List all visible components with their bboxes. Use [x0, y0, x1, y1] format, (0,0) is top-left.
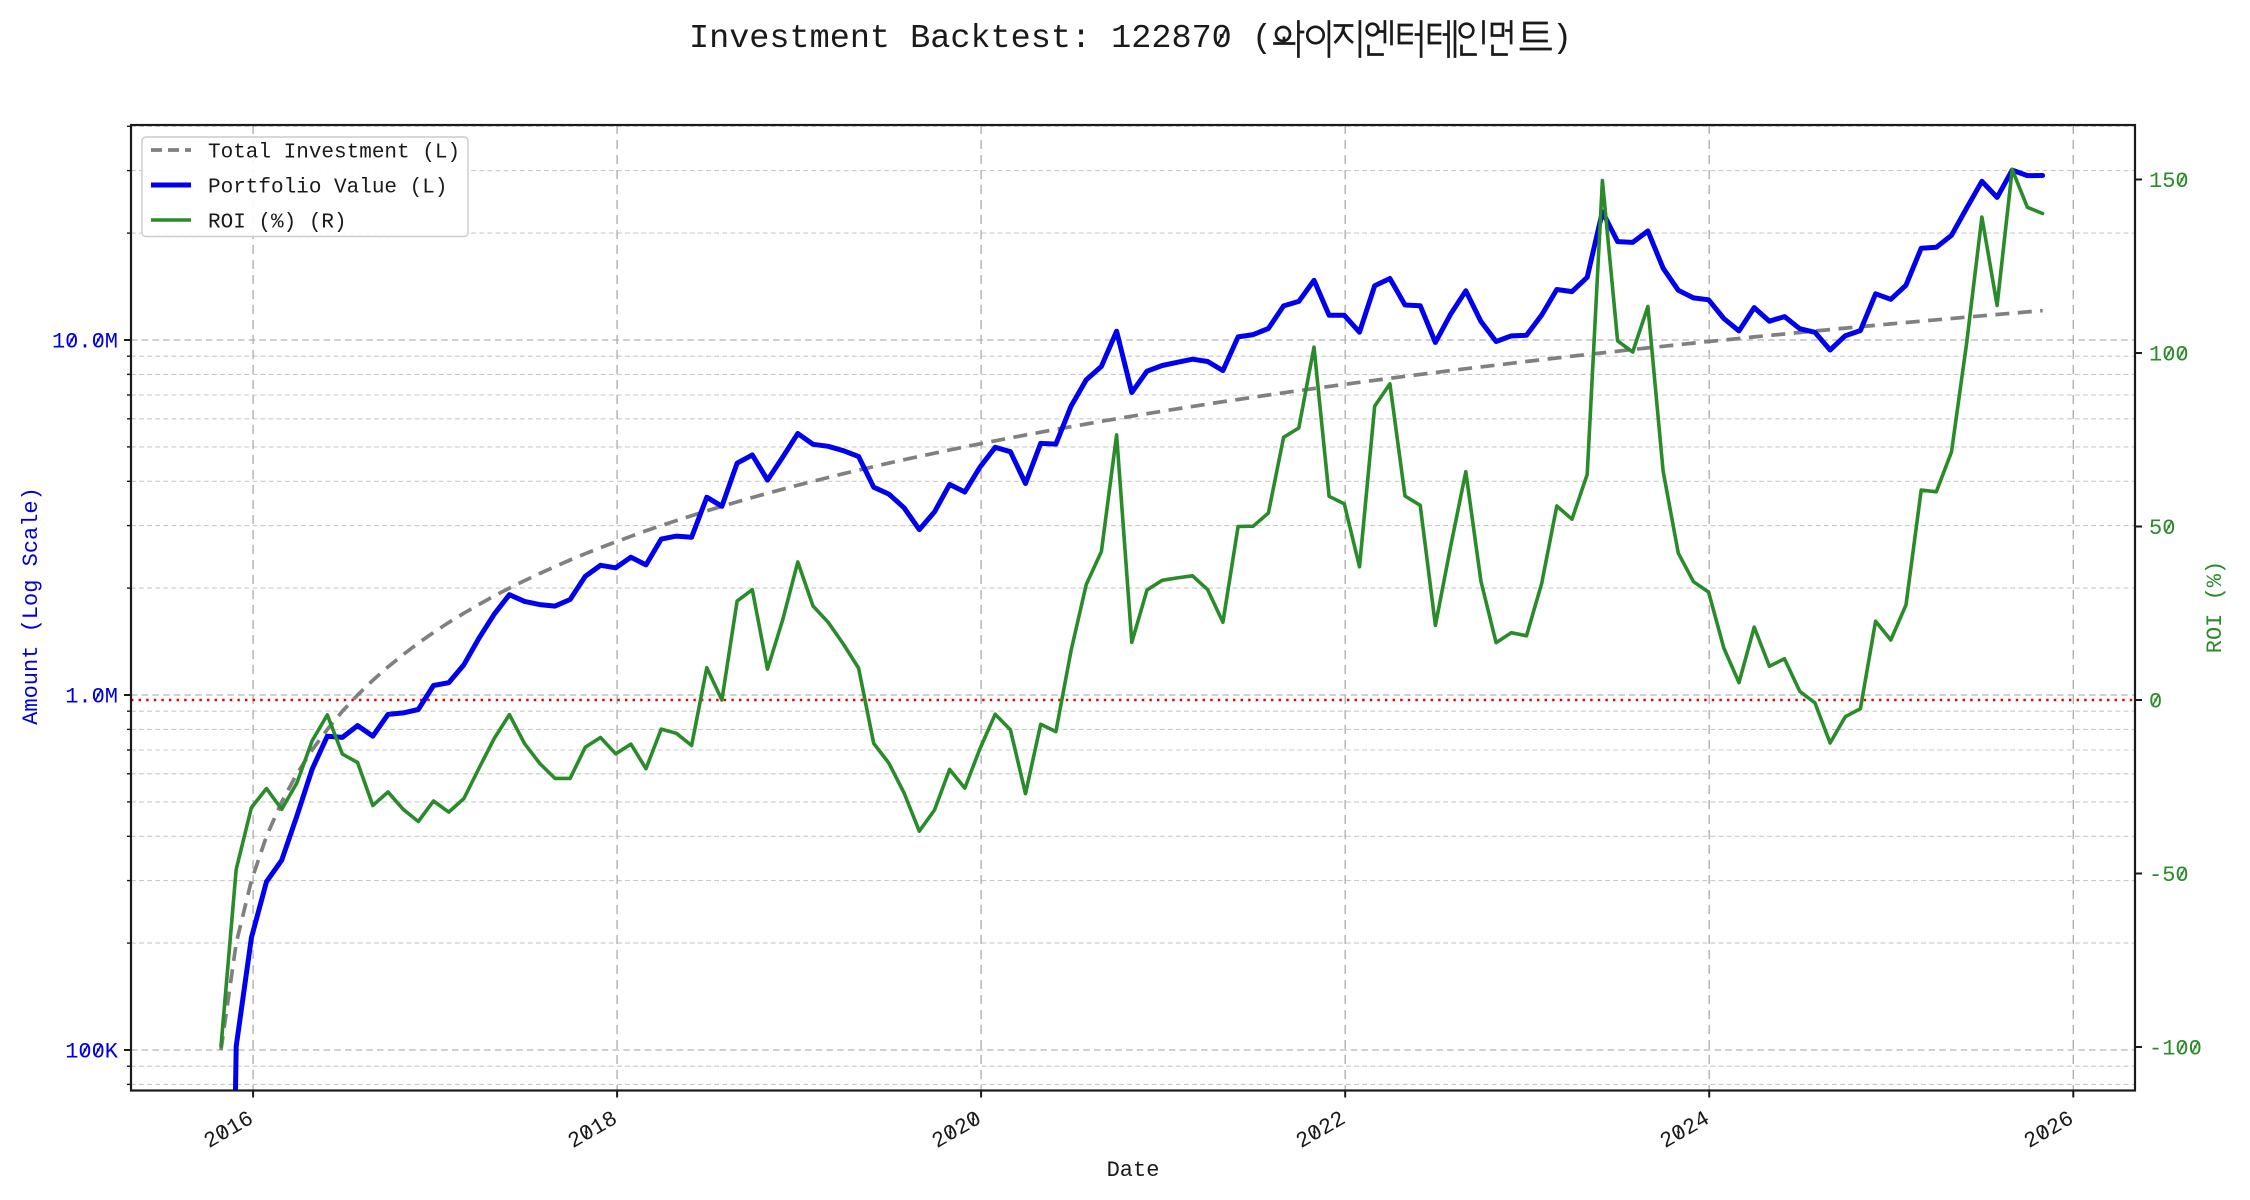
- svg-text:Amount (Log Scale): Amount (Log Scale): [19, 487, 44, 725]
- svg-text:Total Investment (L): Total Investment (L): [208, 142, 460, 165]
- svg-text:-100: -100: [2149, 1037, 2202, 1062]
- svg-text:Date: Date: [1107, 1158, 1160, 1183]
- svg-text:50: 50: [2149, 516, 2175, 541]
- svg-text:1.0M: 1.0M: [65, 685, 118, 710]
- svg-text:100K: 100K: [65, 1040, 119, 1065]
- svg-text:ROI (%): ROI (%): [2203, 561, 2228, 653]
- svg-text:): ): [1552, 20, 1572, 58]
- svg-text:ROI (%) (R): ROI (%) (R): [208, 212, 347, 235]
- svg-text:100: 100: [2149, 343, 2189, 368]
- svg-text:Portfolio Value (L): Portfolio Value (L): [208, 177, 447, 200]
- svg-text:Investment Backtest: 122870 (: Investment Backtest: 122870 (: [689, 20, 1272, 58]
- svg-text:10.0M: 10.0M: [52, 330, 118, 355]
- svg-text:150: 150: [2149, 169, 2189, 194]
- svg-text:-50: -50: [2149, 863, 2189, 888]
- svg-text:0: 0: [2149, 690, 2162, 715]
